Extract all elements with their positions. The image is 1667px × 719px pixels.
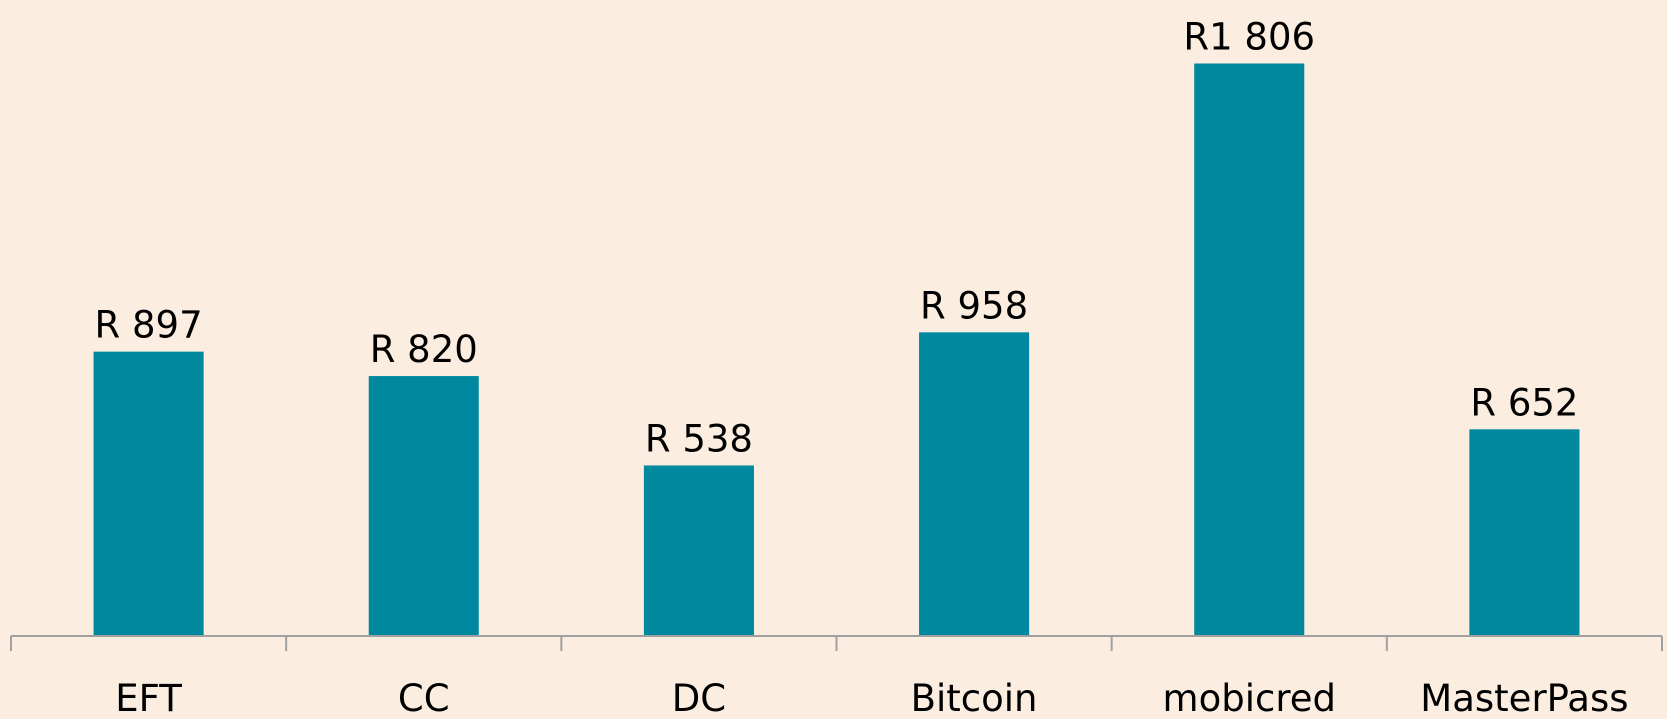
value-label: R1 806 <box>1183 15 1315 58</box>
bar <box>1469 429 1580 636</box>
bar <box>368 376 479 636</box>
value-label: R 897 <box>95 304 203 347</box>
bar <box>93 351 204 636</box>
value-label: R 958 <box>920 284 1028 327</box>
bar <box>643 465 754 636</box>
x-tick-label: MasterPass <box>1420 677 1628 719</box>
x-tick-label: Bitcoin <box>911 677 1038 719</box>
x-tick-label: CC <box>398 677 450 719</box>
bar <box>919 332 1030 636</box>
value-label: R 820 <box>370 328 478 371</box>
bar <box>1194 63 1305 637</box>
value-label: R 652 <box>1470 381 1578 424</box>
value-label: R 538 <box>645 417 753 460</box>
x-tick-label: mobicred <box>1163 677 1336 719</box>
x-tick-label: DC <box>672 677 726 719</box>
x-tick-label: EFT <box>115 677 182 719</box>
